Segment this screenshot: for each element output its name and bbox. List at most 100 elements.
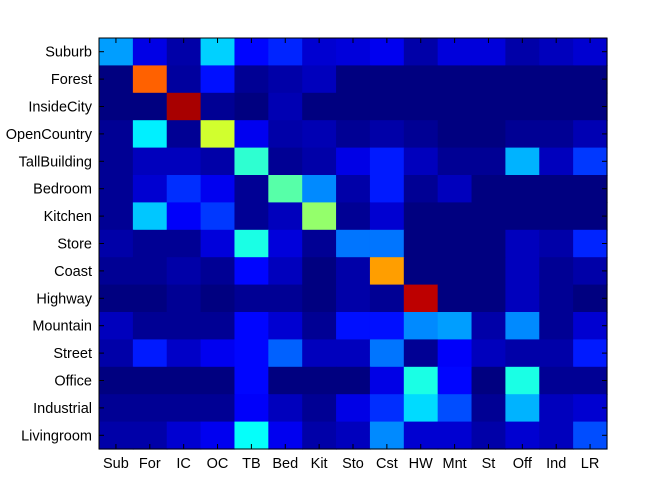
- heatmap-cell: [471, 65, 506, 94]
- heatmap-cell: [573, 339, 608, 368]
- heatmap-cell: [403, 366, 439, 395]
- heatmap-cell: [573, 65, 608, 94]
- heatmap-cell: [166, 147, 202, 176]
- heatmap-cell: [369, 202, 405, 231]
- heatmap-cell: [336, 147, 371, 176]
- heatmap-cell: [369, 92, 405, 121]
- heatmap-cell: [268, 339, 303, 368]
- x-tick-label: Ind: [546, 456, 566, 472]
- heatmap-cell: [234, 312, 269, 340]
- y-tick-label: OpenCountry: [6, 127, 93, 143]
- heatmap-cell: [471, 312, 506, 340]
- x-tick-label: LR: [581, 456, 600, 472]
- heatmap-cell: [132, 339, 168, 368]
- heatmap-cell: [573, 202, 608, 231]
- y-tick-label: Coast: [54, 264, 92, 280]
- heatmap-cell: [539, 284, 574, 313]
- heatmap-cell: [268, 120, 303, 149]
- x-tick-label: OC: [207, 456, 229, 472]
- heatmap-cell: [573, 284, 608, 313]
- x-tick-label: Off: [513, 456, 533, 472]
- heatmap-cell: [539, 312, 574, 340]
- heatmap-cell: [200, 339, 236, 368]
- heatmap-cell: [132, 92, 168, 121]
- heatmap-cell: [166, 284, 202, 313]
- heatmap-cell: [403, 147, 439, 176]
- heatmap-cell: [505, 229, 540, 258]
- heatmap-cell: [437, 65, 473, 94]
- heatmap-cell: [166, 175, 202, 203]
- heatmap-cell: [302, 92, 337, 121]
- x-tick-label: Kit: [311, 456, 328, 472]
- heatmap-cell: [268, 394, 303, 423]
- heatmap-cell: [132, 65, 168, 94]
- y-tick-label: InsideCity: [28, 100, 92, 116]
- heatmap-cell: [369, 394, 405, 423]
- heatmap-cell: [437, 147, 473, 176]
- y-tick-labels: Suburb Forest InsideCity OpenCountry TallBui…: [6, 45, 93, 445]
- heatmap-cell: [539, 175, 574, 203]
- heatmap-cell: [369, 65, 405, 94]
- heatmap-cell: [99, 147, 134, 176]
- heatmap-cell: [573, 120, 608, 149]
- y-tick-label: Kitchen: [44, 209, 92, 225]
- heatmap-cell: [132, 312, 168, 340]
- heatmap-cell: [471, 339, 506, 368]
- y-tick-label: Suburb: [45, 45, 92, 61]
- heatmap-cell: [539, 229, 574, 258]
- heatmap-cell: [505, 147, 540, 176]
- heatmap-cell: [200, 394, 236, 423]
- heatmap-cell: [403, 312, 439, 340]
- x-tick-label: IC: [176, 456, 191, 472]
- heatmap-cell: [166, 312, 202, 340]
- heatmap-cell: [471, 229, 506, 258]
- heatmap-cell: [200, 92, 236, 121]
- heatmap-cell: [505, 312, 540, 340]
- heatmap-cell: [200, 202, 236, 231]
- x-tick-label: TB: [242, 456, 261, 472]
- heatmap-cell: [99, 202, 134, 231]
- heatmap-cell: [403, 202, 439, 231]
- heatmap-cell: [234, 65, 269, 94]
- heatmap-cell: [234, 175, 269, 203]
- heatmap-cell: [166, 257, 202, 286]
- heatmap-cell: [166, 65, 202, 94]
- y-tick-label: TallBuilding: [19, 154, 92, 170]
- y-tick-label: Forest: [51, 72, 92, 88]
- y-tick-label: Highway: [36, 291, 92, 307]
- heatmap-cell: [573, 92, 608, 121]
- heatmap-cell: [403, 92, 439, 121]
- heatmap-cell: [471, 175, 506, 203]
- heatmap-cell: [505, 120, 540, 149]
- heatmap-cell: [302, 175, 337, 203]
- heatmap-cell: [234, 202, 269, 231]
- heatmap-cell: [471, 120, 506, 149]
- y-tick-label: Store: [57, 237, 92, 253]
- heatmap-cell: [505, 284, 540, 313]
- x-tick-label: HW: [409, 456, 433, 472]
- heatmap-cell: [471, 366, 506, 395]
- heatmap-cell: [234, 257, 269, 286]
- heatmap-cell: [336, 257, 371, 286]
- heatmap-cell: [573, 312, 608, 340]
- heatmap-cell: [99, 92, 134, 121]
- heatmap-cell: [369, 257, 405, 286]
- x-tick-labels: Sub For IC OC TB Bed Kit Sto Cst HW Mnt St Off Ind LR: [103, 456, 599, 472]
- heatmap-cell: [471, 394, 506, 423]
- heatmap-cell: [166, 339, 202, 368]
- heatmap-cell: [573, 257, 608, 286]
- heatmap-cell: [132, 175, 168, 203]
- heatmap-cell: [268, 175, 303, 203]
- heatmap-cell: [369, 366, 405, 395]
- heatmap-cell: [336, 312, 371, 340]
- heatmap-cell: [166, 120, 202, 149]
- heatmap-cell: [268, 147, 303, 176]
- x-tick-label: Sub: [103, 456, 129, 472]
- heatmap-cell: [471, 284, 506, 313]
- heatmap-cell: [166, 394, 202, 423]
- heatmap-cell: [505, 339, 540, 368]
- heatmap-cell: [132, 394, 168, 423]
- heatmap-cell: [336, 229, 371, 258]
- heatmap-cell: [471, 92, 506, 121]
- heatmap-cell: [166, 92, 202, 121]
